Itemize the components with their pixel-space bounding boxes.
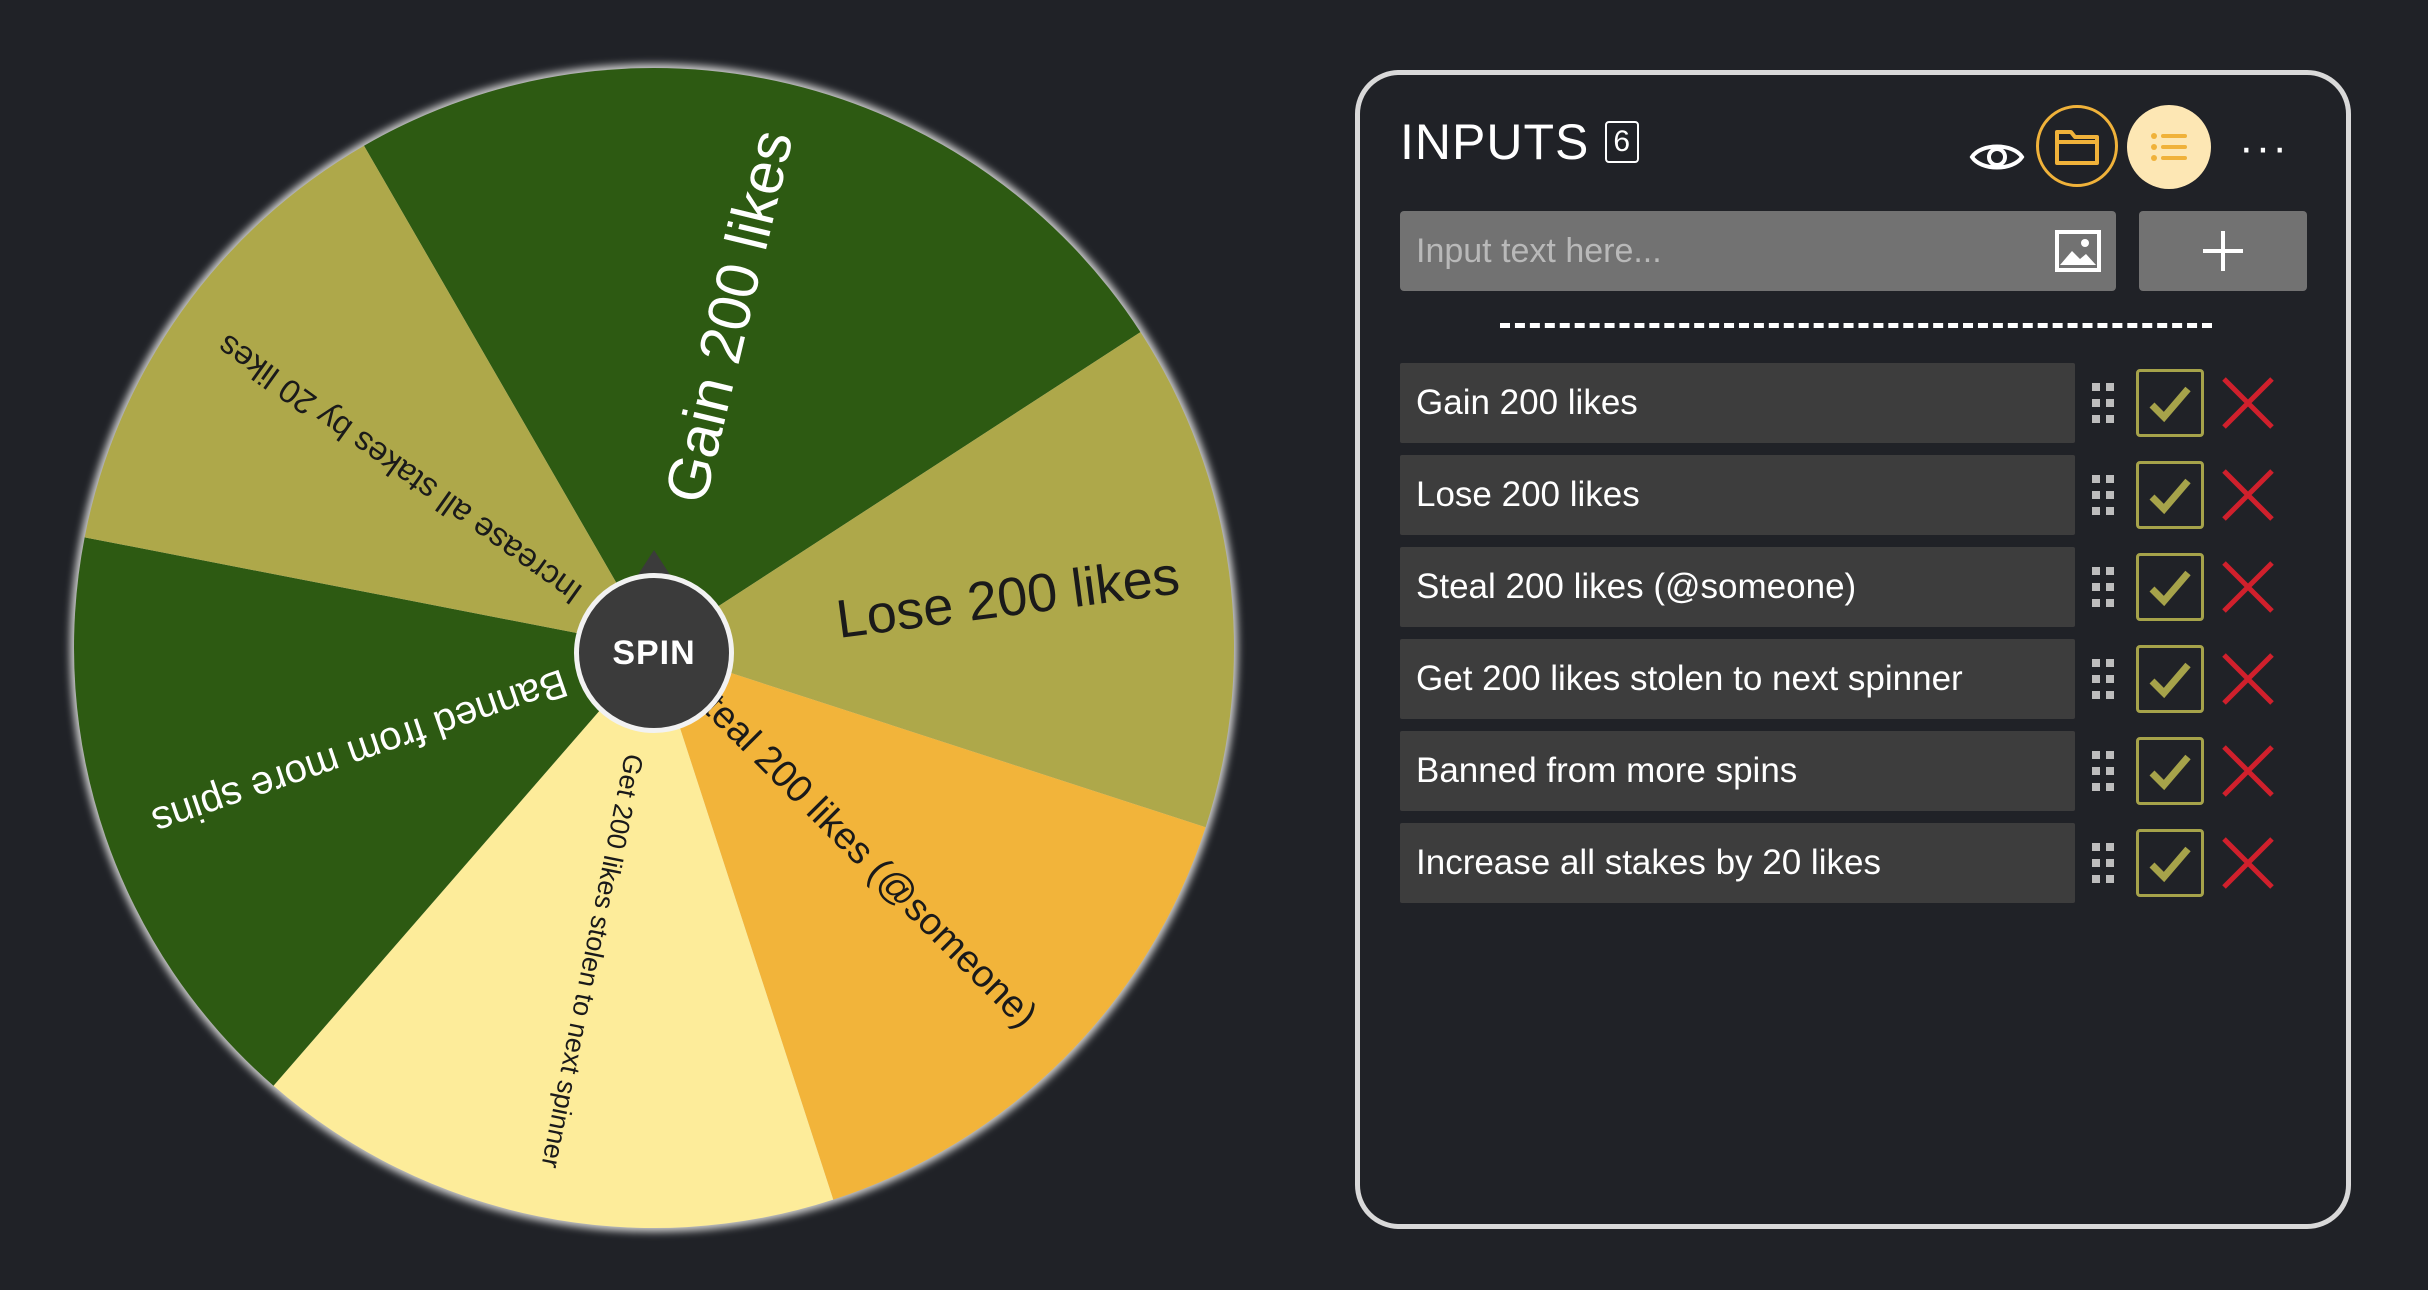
panel-title: INPUTS [1400,114,1590,170]
entry-label[interactable]: Get 200 likes stolen to next spinner [1400,639,2075,719]
entry-label[interactable]: Gain 200 likes [1400,363,2075,443]
close-icon[interactable] [2218,741,2278,801]
list-item: Steal 200 likes (@someone) [1400,547,2280,627]
spin-button[interactable]: SPIN [574,573,734,733]
entry-label[interactable]: Banned from more spins [1400,731,2075,811]
drag-handle-icon[interactable] [2088,841,2118,885]
drag-handle-icon[interactable] [2088,565,2118,609]
wheel-slice [654,332,1234,828]
drag-handle-icon[interactable] [2088,381,2118,425]
drag-handle-icon[interactable] [2088,657,2118,701]
inputs-panel: INPUTS 6 ··· [1355,70,2351,1229]
wheel-slice [654,648,1206,1200]
entry-checkbox[interactable] [2136,829,2204,897]
add-entry-button[interactable] [2139,211,2307,291]
close-icon[interactable] [2218,649,2278,709]
entry-input-box [1400,211,2116,291]
wheel-slice [84,145,654,648]
entry-count-badge: 6 [1605,121,1640,163]
entry-label[interactable]: Steal 200 likes (@someone) [1400,547,2075,627]
open-folder-button[interactable] [2036,105,2118,187]
more-options-button[interactable]: ··· [2232,123,2296,173]
wheel-slice [364,67,1141,648]
wheel-slice [73,537,654,1086]
wheel-slices [73,67,1234,1228]
checkmark-icon [2149,662,2191,699]
checkmark-icon [2149,478,2191,515]
spin-wheel[interactable]: Gain 200 likes Lose 200 likes Steal 200 li… [0,0,1300,1290]
entry-checkbox[interactable] [2136,369,2204,437]
entry-checkbox[interactable] [2136,737,2204,805]
list-view-button[interactable] [2127,105,2211,189]
image-icon[interactable] [2054,229,2102,273]
more-icon: ··· [2239,123,2289,172]
wheel-slice [273,648,834,1228]
close-icon[interactable] [2218,833,2278,893]
entry-checkbox[interactable] [2136,645,2204,713]
checkmark-icon [2149,846,2191,883]
entry-list: Gain 200 likes Lose 200 likes Steal 200 … [1400,363,2280,915]
entry-checkbox[interactable] [2136,553,2204,621]
list-item: Gain 200 likes [1400,363,2280,443]
entry-label[interactable]: Increase all stakes by 20 likes [1400,823,2075,903]
checkmark-icon [2149,754,2191,791]
checkmark-icon [2149,570,2191,607]
plus-icon [2203,231,2243,271]
eye-icon [1969,144,2025,170]
folder-icon [2055,130,2099,165]
dashed-divider [1500,323,2212,328]
close-icon[interactable] [2218,465,2278,525]
list-item: Get 200 likes stolen to next spinner [1400,639,2280,719]
list-icon [2151,133,2187,161]
entry-input[interactable] [1400,211,2020,291]
entry-checkbox[interactable] [2136,461,2204,529]
list-item: Banned from more spins [1400,731,2280,811]
entry-label[interactable]: Lose 200 likes [1400,455,2075,535]
drag-handle-icon[interactable] [2088,749,2118,793]
panel-header: INPUTS 6 [1400,113,1640,171]
close-icon[interactable] [2218,373,2278,433]
toggle-visibility-button[interactable] [1957,117,2037,197]
close-icon[interactable] [2218,557,2278,617]
checkmark-icon [2149,386,2191,423]
list-item: Lose 200 likes [1400,455,2280,535]
list-item: Increase all stakes by 20 likes [1400,823,2280,903]
drag-handle-icon[interactable] [2088,473,2118,517]
